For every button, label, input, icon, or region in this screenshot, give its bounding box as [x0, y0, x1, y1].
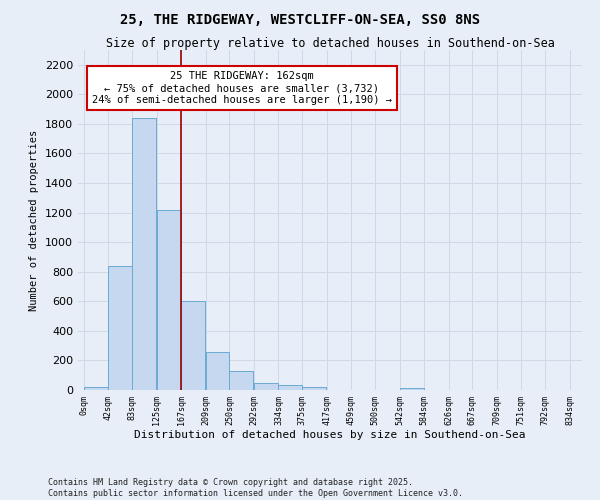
Bar [157, 210, 181, 390]
Text: 25 THE RIDGEWAY: 162sqm
← 75% of detached houses are smaller (3,732)
24% of semi: 25 THE RIDGEWAY: 162sqm ← 75% of detache… [92, 72, 392, 104]
X-axis label: Distribution of detached houses by size in Southend-on-Sea: Distribution of detached houses by size … [134, 430, 526, 440]
Bar [132, 118, 156, 390]
Bar [84, 387, 108, 390]
Bar [108, 266, 132, 390]
Bar [229, 371, 253, 390]
Title: Size of property relative to detached houses in Southend-on-Sea: Size of property relative to detached ho… [106, 37, 554, 50]
Bar [206, 352, 229, 390]
Y-axis label: Number of detached properties: Number of detached properties [29, 130, 40, 310]
Bar [181, 302, 205, 390]
Bar [302, 387, 326, 390]
Text: 25, THE RIDGEWAY, WESTCLIFF-ON-SEA, SS0 8NS: 25, THE RIDGEWAY, WESTCLIFF-ON-SEA, SS0 … [120, 12, 480, 26]
Bar [278, 385, 302, 390]
Bar [254, 382, 278, 390]
Text: Contains HM Land Registry data © Crown copyright and database right 2025.
Contai: Contains HM Land Registry data © Crown c… [48, 478, 463, 498]
Bar [400, 388, 424, 390]
